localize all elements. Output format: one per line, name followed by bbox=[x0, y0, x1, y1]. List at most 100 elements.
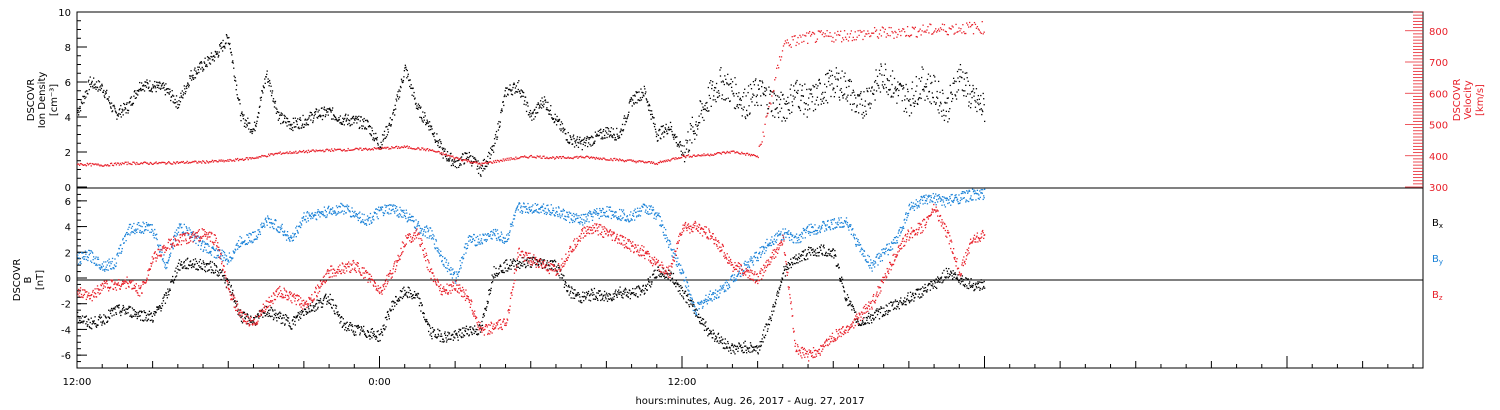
density-point bbox=[630, 97, 632, 99]
density-point bbox=[449, 157, 451, 159]
density-point bbox=[390, 124, 392, 126]
bx-point bbox=[451, 334, 453, 336]
bx-point bbox=[768, 323, 771, 326]
bx-point bbox=[854, 311, 856, 313]
bx-point bbox=[384, 328, 386, 330]
bx-point bbox=[682, 298, 685, 300]
velocity-point bbox=[554, 158, 556, 160]
density-point bbox=[182, 94, 184, 96]
bx-point bbox=[953, 273, 956, 275]
velocity-point bbox=[618, 160, 620, 162]
bx-point bbox=[323, 296, 326, 298]
density-point bbox=[463, 163, 465, 165]
bx-point bbox=[746, 346, 748, 349]
bx-point bbox=[783, 266, 785, 268]
velocity-point bbox=[335, 149, 338, 151]
bx-point bbox=[560, 273, 563, 275]
bx-point bbox=[895, 308, 898, 310]
bx-point bbox=[159, 305, 161, 308]
density-point bbox=[535, 112, 537, 114]
bx-point bbox=[947, 277, 949, 279]
bx-point bbox=[686, 302, 688, 304]
density-point bbox=[603, 134, 606, 137]
density-point bbox=[648, 109, 650, 111]
density-point bbox=[800, 95, 803, 97]
velocity-point bbox=[948, 27, 950, 29]
bx-point bbox=[864, 323, 866, 325]
bx-point bbox=[882, 315, 884, 317]
density-point bbox=[116, 118, 118, 120]
density-point bbox=[858, 95, 861, 97]
bx-point bbox=[441, 341, 443, 343]
velocity-point bbox=[150, 162, 152, 164]
bx-point bbox=[576, 292, 579, 294]
velocity-point bbox=[299, 151, 302, 153]
density-point bbox=[472, 155, 474, 158]
bx-point bbox=[495, 272, 498, 275]
velocity-point bbox=[631, 160, 633, 162]
density-point bbox=[895, 88, 898, 91]
density-point bbox=[894, 86, 897, 88]
density-point bbox=[703, 119, 705, 121]
bx-point bbox=[245, 315, 248, 317]
density-point bbox=[742, 96, 744, 98]
bx-point bbox=[502, 269, 504, 272]
velocity-point bbox=[782, 45, 785, 47]
bx-point bbox=[176, 265, 179, 267]
density-point bbox=[198, 66, 200, 68]
density-point bbox=[820, 103, 822, 105]
bx-point bbox=[868, 322, 870, 325]
velocity-point bbox=[613, 157, 615, 160]
bx-point bbox=[613, 295, 615, 298]
velocity-point bbox=[198, 160, 200, 163]
density-point bbox=[476, 168, 478, 170]
bx-point bbox=[597, 292, 599, 294]
density-point bbox=[835, 67, 837, 69]
velocity-point bbox=[754, 155, 757, 157]
density-point bbox=[981, 109, 983, 111]
bx-point bbox=[434, 335, 436, 338]
density-point bbox=[816, 96, 819, 98]
bx-point bbox=[577, 294, 579, 296]
density-point bbox=[769, 89, 772, 92]
density-point bbox=[360, 116, 362, 118]
bx-point bbox=[460, 336, 463, 339]
density-point bbox=[900, 84, 902, 86]
density-point bbox=[331, 118, 333, 120]
density-point bbox=[661, 133, 663, 135]
bx-point bbox=[747, 350, 750, 352]
velocity-point bbox=[524, 156, 527, 158]
velocity-point bbox=[161, 161, 163, 163]
bx-point bbox=[977, 281, 979, 283]
velocity-point bbox=[540, 157, 542, 159]
velocity-point bbox=[459, 158, 462, 160]
bx-point bbox=[527, 264, 529, 267]
density-point bbox=[745, 95, 747, 97]
density-point bbox=[89, 83, 91, 86]
density-point bbox=[543, 103, 545, 105]
velocity-point bbox=[825, 35, 827, 37]
density-point bbox=[587, 142, 590, 144]
bx-point bbox=[302, 310, 304, 312]
density-point bbox=[166, 88, 168, 90]
density-point bbox=[294, 117, 296, 119]
density-point bbox=[972, 84, 974, 87]
velocity-point bbox=[751, 154, 754, 157]
bx-point bbox=[86, 321, 88, 323]
density-point bbox=[450, 152, 452, 155]
density-point bbox=[422, 111, 424, 113]
density-point bbox=[975, 88, 978, 90]
bx-point bbox=[144, 312, 147, 314]
density-point bbox=[241, 113, 244, 115]
density-point bbox=[155, 90, 157, 93]
density-point bbox=[795, 81, 797, 83]
bx-point bbox=[473, 329, 475, 331]
velocity-point bbox=[158, 161, 160, 164]
density-point bbox=[956, 91, 958, 93]
density-point bbox=[513, 82, 515, 84]
density-point bbox=[120, 116, 122, 118]
density-point bbox=[308, 117, 310, 119]
bx-point bbox=[80, 317, 82, 319]
velocity-point bbox=[938, 30, 941, 32]
bx-point bbox=[393, 302, 395, 304]
